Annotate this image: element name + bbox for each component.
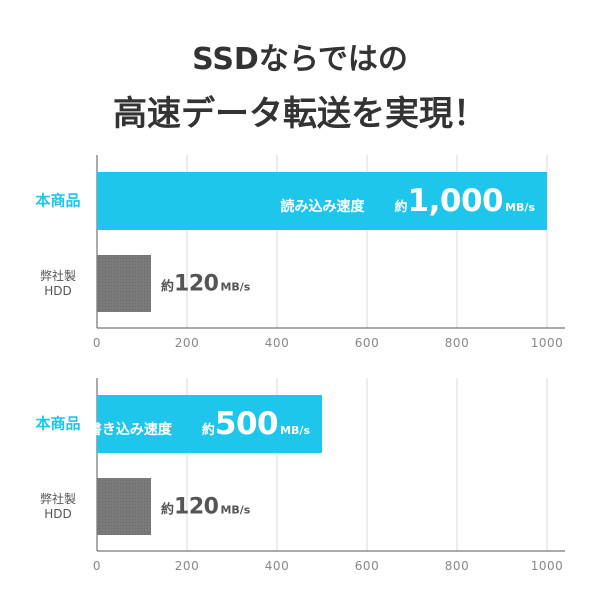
value-unit: MB/s (505, 201, 535, 214)
value-number: 120 (174, 494, 219, 519)
value-unit: MB/s (220, 280, 251, 293)
x-tick-label: 200 (174, 336, 200, 350)
value-prefix: 約 (394, 200, 408, 215)
value-number: 1,000 (407, 183, 504, 219)
title-line: SSDならではの (192, 42, 408, 77)
value-number: 120 (174, 271, 219, 296)
bar (97, 478, 151, 535)
bar (97, 255, 151, 312)
x-tick-label: 0 (92, 336, 102, 350)
x-tick-label: 600 (354, 336, 380, 350)
value-number: 500 (214, 406, 279, 442)
value-prefix: 約 (161, 279, 175, 294)
x-tick-label: 800 (444, 559, 470, 573)
category-label: 本商品 (35, 191, 81, 210)
category-label: 弊社製 HDD (39, 491, 76, 521)
bar (97, 172, 547, 230)
x-tick-label: 400 (264, 559, 290, 573)
bar-caption: 読み込み速度 (280, 199, 365, 215)
category-label: 本商品 (35, 414, 81, 433)
x-tick-label: 200 (174, 559, 200, 573)
bar-caption: 書き込み速度 (87, 422, 172, 438)
x-tick-label: 400 (264, 336, 290, 350)
value-label: 約 120 MB/s (161, 494, 250, 519)
title-line: 高速データ転送を実現！ (113, 94, 487, 134)
category-label: 弊社製 HDD (39, 268, 76, 298)
value-label: 約 120 MB/s (161, 271, 250, 296)
value-prefix: 約 (201, 423, 215, 438)
value-unit: MB/s (280, 424, 310, 437)
x-tick-label: 800 (444, 336, 470, 350)
value-label: 書き込み速度 約 500 MB/s (88, 406, 310, 442)
bar (97, 395, 322, 453)
x-tick-label: 0 (92, 559, 102, 573)
value-label: 読み込み速度 約 1,000 MB/s (281, 183, 535, 219)
x-tick-label: 1000 (530, 559, 564, 573)
value-unit: MB/s (220, 503, 251, 516)
x-tick-label: 1000 (530, 336, 564, 350)
x-tick-label: 600 (354, 559, 380, 573)
value-prefix: 約 (161, 502, 175, 517)
